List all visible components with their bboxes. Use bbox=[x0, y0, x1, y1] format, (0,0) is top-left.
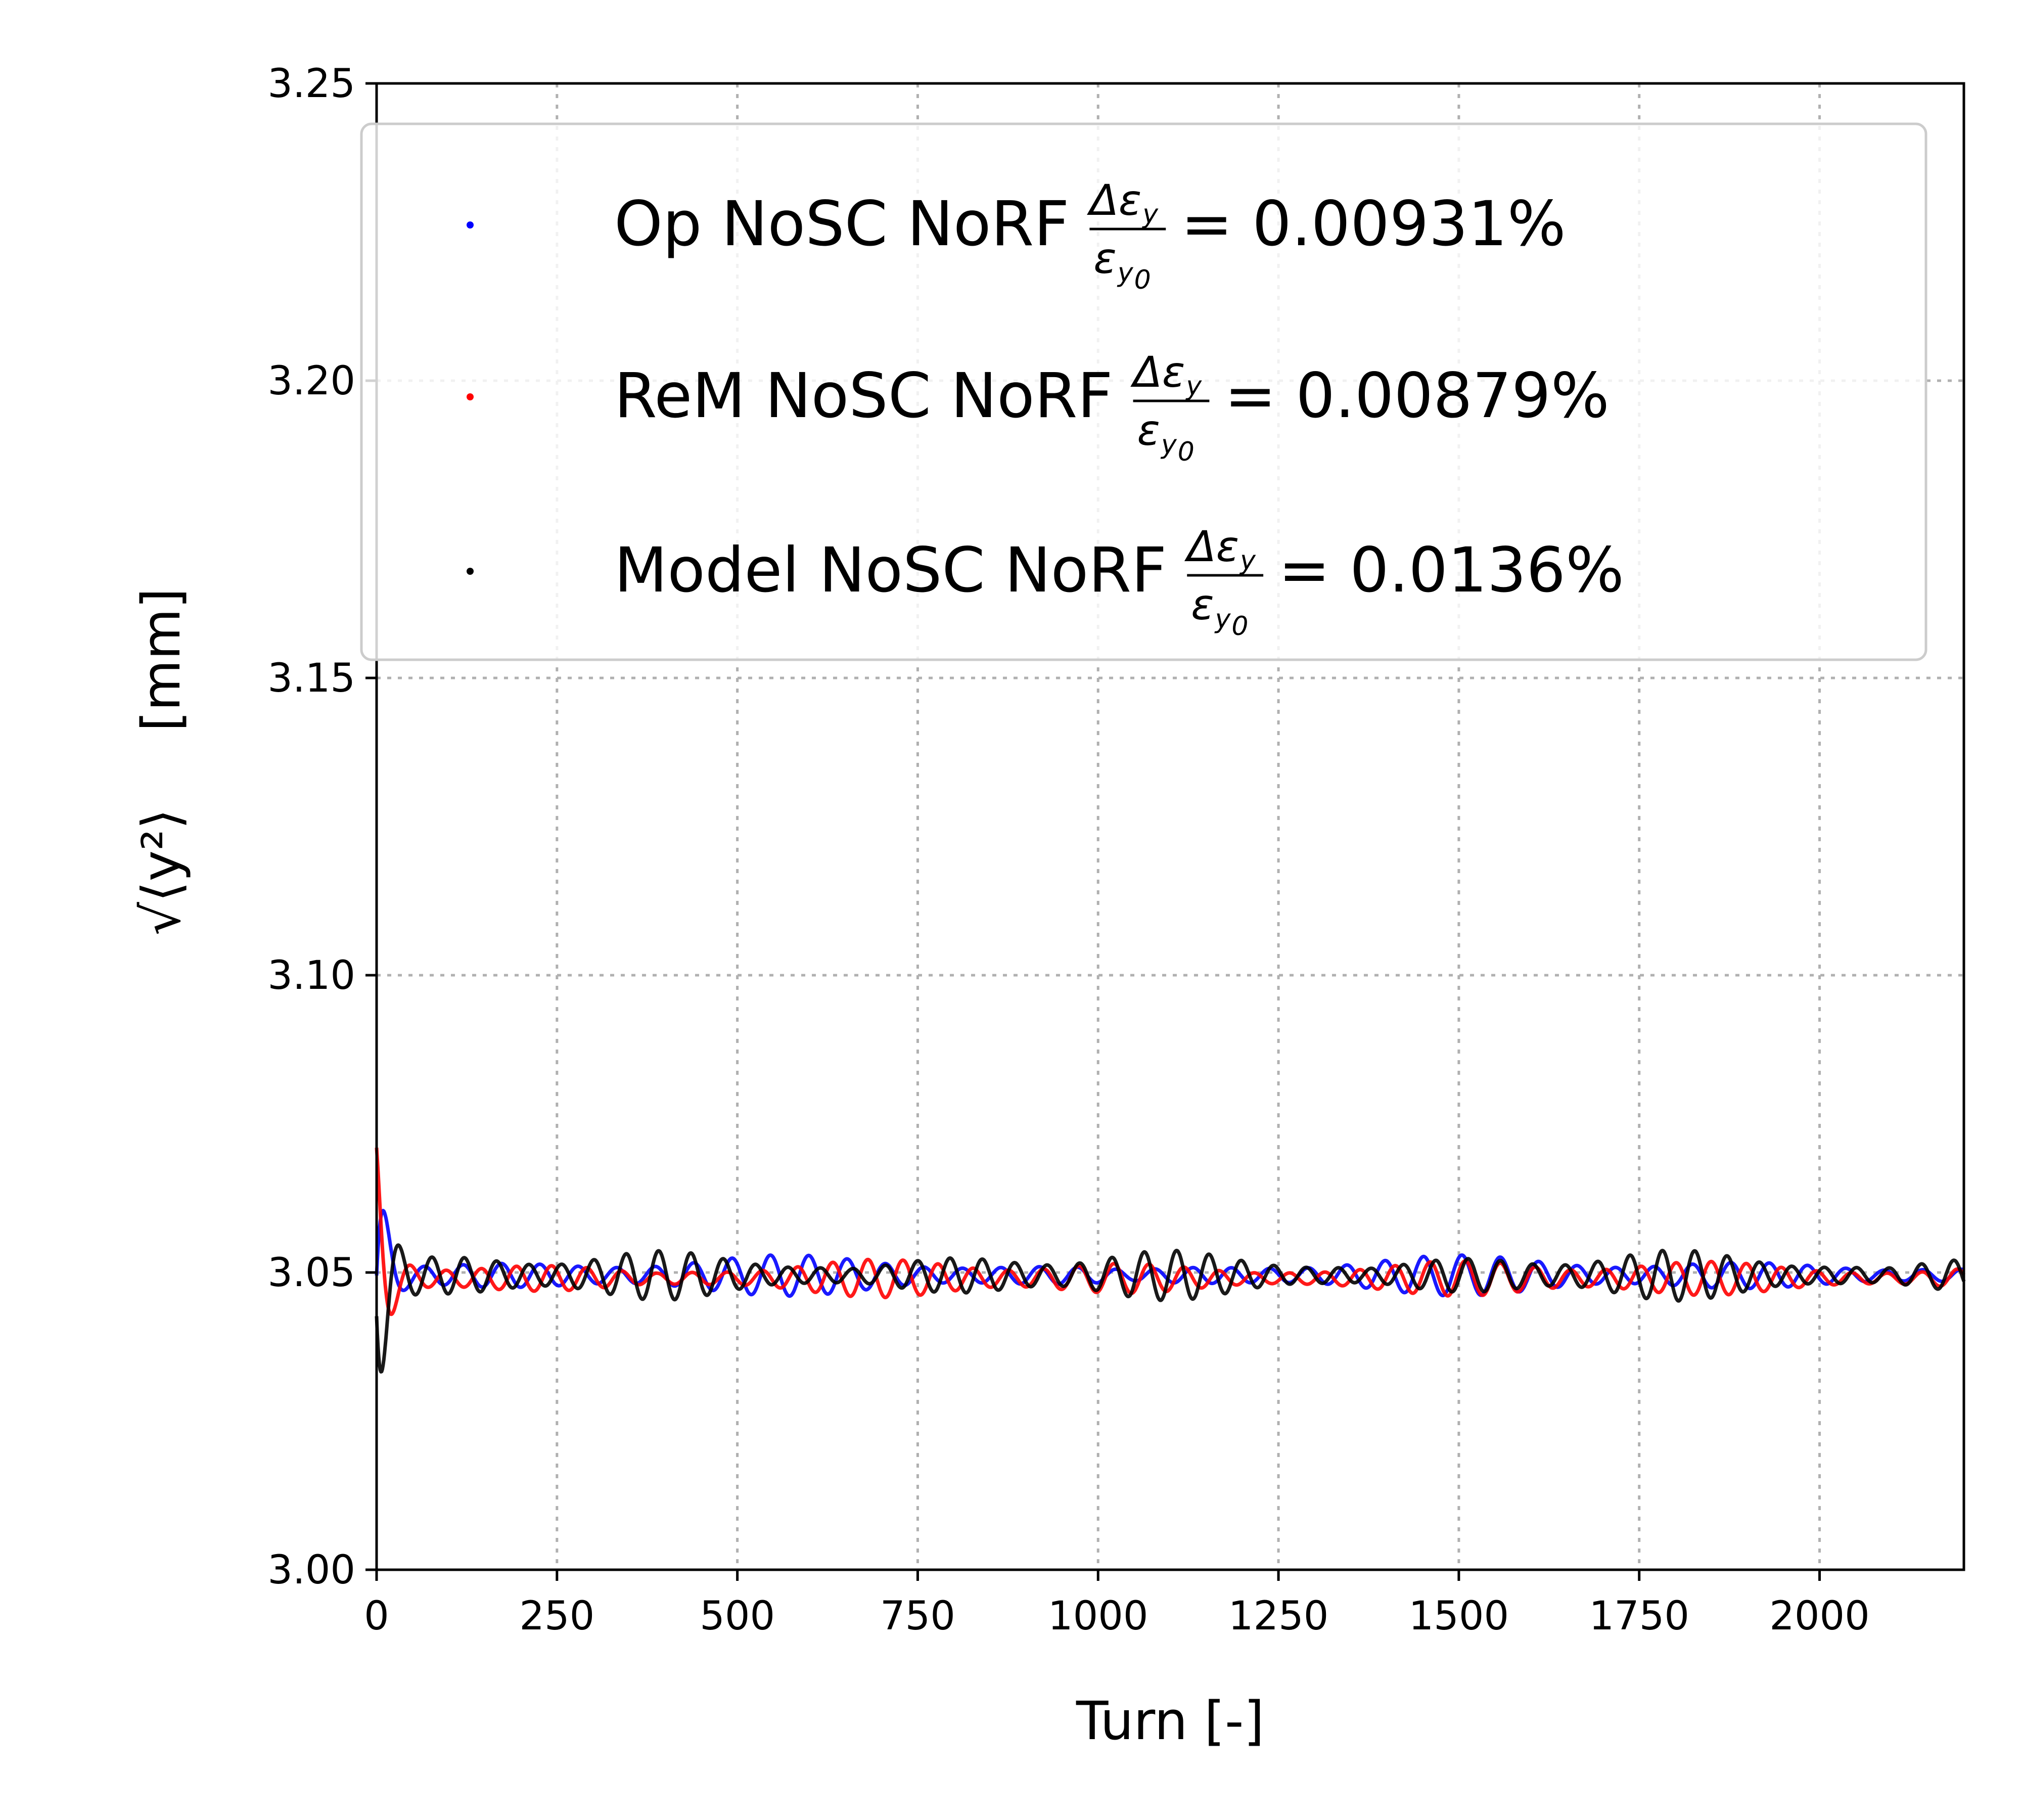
y-axis-label-unit: [mm] bbox=[130, 588, 192, 732]
y-axis: 3.00 3.05 3.10 3.15 3.20 3.25 bbox=[267, 61, 377, 1593]
y-tick-label: 3.15 bbox=[267, 656, 355, 701]
x-tick-label: 500 bbox=[700, 1594, 775, 1639]
x-tick-label: 1500 bbox=[1409, 1594, 1509, 1639]
y-axis-label-math: √⟨y²⟩ bbox=[130, 809, 192, 936]
legend-entry-rem-nosc-norf: ReM NoSC NoRF Δε yε y 0= 0.00879% bbox=[467, 347, 1610, 467]
x-axis: 0 250 500 750 1000 1250 1500 1750 2000 bbox=[364, 1570, 1870, 1639]
legend-fraction-den-subscript: y bbox=[1160, 430, 1177, 460]
legend-series-name: ReM NoSC NoRF bbox=[614, 360, 1113, 432]
legend-fraction-denominator: ε bbox=[1191, 580, 1214, 629]
x-tick-label: 0 bbox=[364, 1594, 389, 1639]
legend-fraction-numerator: Δε bbox=[1086, 175, 1141, 225]
legend-fraction-den-subscript: y bbox=[1214, 604, 1231, 634]
legend-fraction-denominator: ε bbox=[1093, 234, 1116, 283]
data-series-layer bbox=[375, 1147, 1966, 1374]
y-tick-label: 3.00 bbox=[267, 1548, 355, 1593]
y-tick-label: 3.05 bbox=[267, 1250, 355, 1296]
legend-fraction-numerator: Δε bbox=[1130, 347, 1185, 397]
legend-entry-op-nosc-norf: Op NoSC NoRF Δε yε y 0= 0.00931% bbox=[467, 175, 1566, 295]
y-axis-label: √⟨y²⟩ [mm] bbox=[130, 588, 192, 935]
legend-ratio-value: = 0.0136% bbox=[1278, 534, 1624, 606]
legend-fraction-num-subscript: y bbox=[1141, 199, 1159, 230]
legend-fraction-num-subscript: y bbox=[1185, 371, 1202, 401]
legend-fraction-denominator: ε bbox=[1137, 405, 1160, 455]
legend-fraction-den-subscript: y bbox=[1117, 258, 1134, 288]
legend-frame bbox=[360, 122, 1927, 661]
legend-entry-model-nosc-norf: Model NoSC NoRF Δε yε y 0= 0.0136% bbox=[467, 522, 1624, 642]
legend-ratio-value: = 0.00879% bbox=[1224, 360, 1609, 432]
series-model-nosc-norf bbox=[375, 1243, 1966, 1374]
x-tick-label: 250 bbox=[519, 1594, 594, 1639]
y-tick-label: 3.10 bbox=[267, 953, 355, 998]
legend-fraction-numerator: Δε bbox=[1184, 522, 1239, 571]
x-tick-label: 1250 bbox=[1228, 1594, 1329, 1639]
x-tick-label: 1000 bbox=[1048, 1594, 1148, 1639]
legend-marker bbox=[467, 221, 474, 229]
x-tick-label: 750 bbox=[880, 1594, 955, 1639]
legend-fraction-den-subsubscript: 0 bbox=[1134, 265, 1151, 295]
legend-marker bbox=[467, 568, 474, 575]
x-axis-label: Turn [-] bbox=[1076, 1690, 1264, 1752]
legend-marker bbox=[467, 393, 474, 400]
legend-series-name: Op NoSC NoRF bbox=[614, 188, 1069, 260]
y-tick-label: 3.25 bbox=[267, 61, 355, 107]
x-tick-label: 1750 bbox=[1589, 1594, 1689, 1639]
legend-series-name: Model NoSC NoRF bbox=[614, 534, 1167, 606]
legend-entries: Op NoSC NoRF Δε yε y 0= 0.00931%ReM NoSC NoR… bbox=[467, 175, 1624, 642]
legend-fraction-den-subsubscript: 0 bbox=[1231, 611, 1248, 642]
x-tick-label: 2000 bbox=[1769, 1594, 1870, 1639]
legend-ratio-value: = 0.00931% bbox=[1181, 188, 1566, 260]
y-tick-label: 3.20 bbox=[267, 358, 355, 404]
plot-area-frame bbox=[375, 82, 1965, 1571]
legend-fraction-den-subsubscript: 0 bbox=[1178, 437, 1194, 467]
series-rem-nosc-norf bbox=[375, 1147, 1965, 1316]
legend: Op NoSC NoRF Δε yε y 0= 0.00931%ReM NoSC NoR… bbox=[360, 122, 1927, 661]
series-op-nosc-norf bbox=[375, 1209, 1965, 1298]
legend-fraction-num-subscript: y bbox=[1239, 545, 1256, 576]
